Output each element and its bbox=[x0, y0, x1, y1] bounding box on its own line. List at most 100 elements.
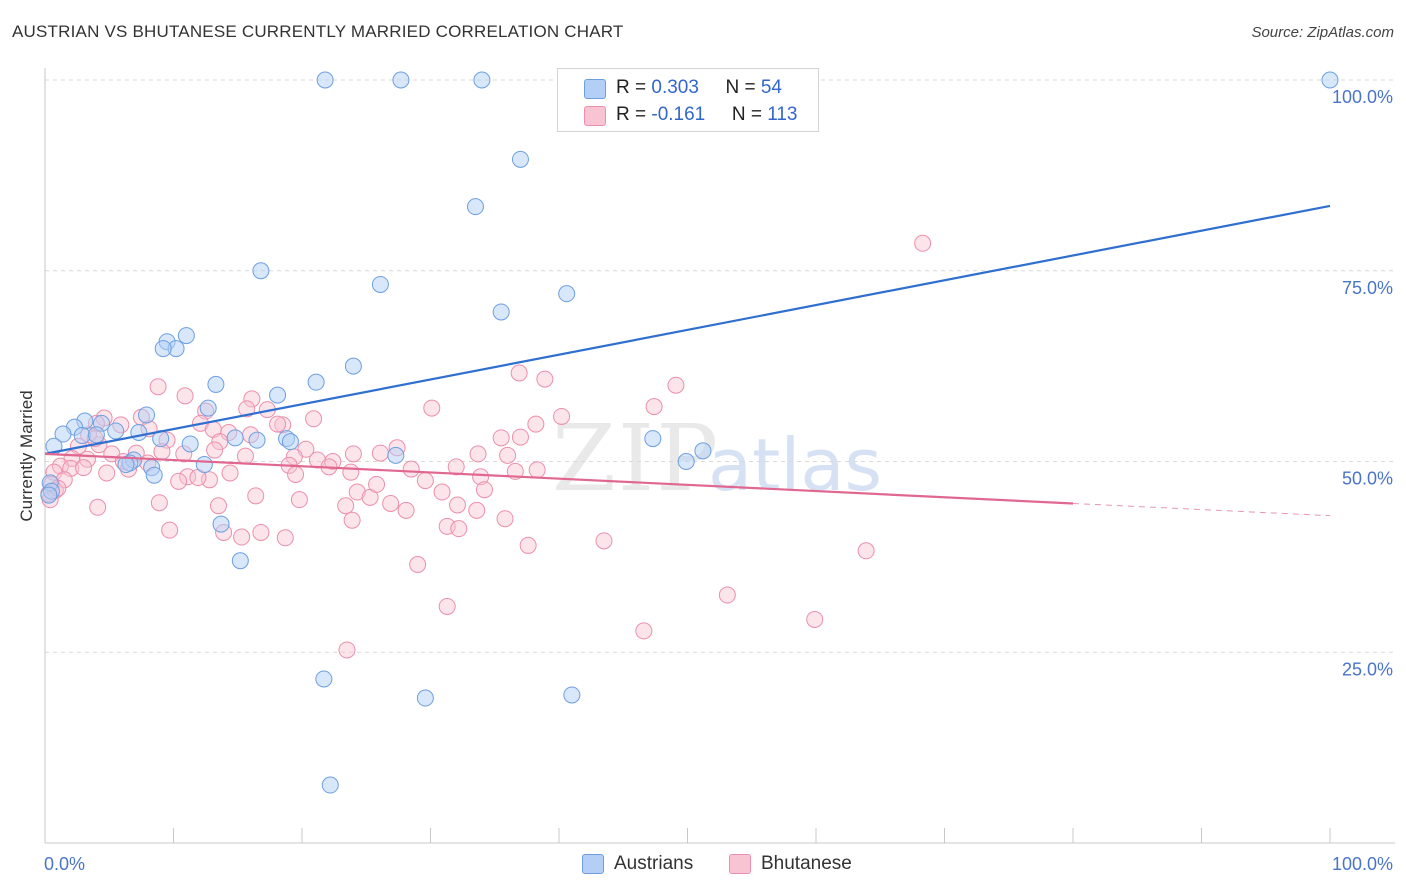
bhutanese-point bbox=[348, 483, 366, 501]
bhutanese-point bbox=[433, 483, 451, 501]
stats-legend: R = 0.303 N = 54 R = -0.161 N = 113 bbox=[557, 68, 819, 132]
austrians-point bbox=[371, 275, 389, 293]
austrians-point bbox=[145, 466, 163, 484]
bhutanese-point bbox=[337, 497, 355, 515]
austrians-point bbox=[677, 453, 695, 470]
austrians-legend-swatch bbox=[582, 854, 604, 874]
bhutanese-point bbox=[206, 441, 224, 459]
bhutanese-point bbox=[276, 529, 294, 547]
austrians-point bbox=[195, 456, 213, 474]
austrians-point bbox=[73, 427, 91, 445]
bhutanese-trend-line bbox=[44, 452, 1074, 505]
austrians-point bbox=[154, 340, 172, 358]
austrians-point bbox=[511, 150, 529, 168]
bhutanese-point bbox=[269, 415, 287, 433]
bhutanese-point bbox=[536, 370, 554, 388]
x-tick-label: 0.0% bbox=[44, 854, 85, 874]
bhutanese-point bbox=[448, 496, 466, 514]
austrians-point bbox=[87, 426, 105, 444]
austrians-point bbox=[473, 71, 491, 89]
n-value: 113 bbox=[767, 104, 798, 125]
bhutanese-point bbox=[397, 501, 415, 519]
austrians-points bbox=[40, 71, 1339, 794]
bhutanese-point bbox=[499, 446, 517, 464]
r-value: -0.161 bbox=[651, 104, 706, 125]
bhutanese-point bbox=[343, 511, 361, 529]
y-tick-label: 75.0% bbox=[1342, 278, 1393, 298]
bhutanese-point bbox=[371, 444, 389, 462]
austrians-point bbox=[181, 435, 199, 453]
bhutanese-point bbox=[89, 498, 107, 516]
bhutanese-point bbox=[528, 461, 546, 479]
bhutanese-point bbox=[209, 497, 227, 515]
austrians-point bbox=[207, 375, 225, 393]
bhutanese-point bbox=[290, 491, 308, 509]
austrians-point bbox=[1321, 71, 1339, 89]
austrians-point bbox=[558, 285, 576, 303]
bhutanese-legend-swatch bbox=[729, 854, 751, 874]
austrians-point bbox=[281, 433, 299, 451]
austrians-point bbox=[315, 670, 333, 688]
austrians-point bbox=[466, 198, 484, 216]
austrians-point bbox=[269, 386, 287, 404]
bhutanese-point bbox=[511, 428, 529, 446]
x-tick-label: 100.0% bbox=[1332, 854, 1393, 874]
austrians-point bbox=[212, 515, 230, 533]
bhutanese-point bbox=[472, 468, 490, 486]
n-label: N = bbox=[731, 104, 768, 125]
bhutanese-point bbox=[468, 501, 486, 519]
austrians-point bbox=[492, 303, 510, 321]
austrians-point bbox=[392, 71, 410, 89]
bhutanese-point bbox=[252, 523, 270, 541]
bhutanese-point bbox=[450, 520, 468, 538]
y-tick-label: 25.0% bbox=[1342, 659, 1393, 679]
austrians-point bbox=[177, 327, 195, 345]
austrians-legend-label: Austrians bbox=[614, 853, 694, 874]
austrians-point bbox=[248, 431, 266, 449]
bhutanese-point bbox=[553, 407, 571, 425]
source-label: Source: ZipAtlas.com bbox=[1251, 24, 1394, 41]
bhutanese-point bbox=[238, 400, 256, 418]
bhutanese-point bbox=[287, 465, 305, 483]
watermark-atlas: atlas bbox=[708, 423, 882, 507]
bhutanese-swatch bbox=[584, 106, 606, 126]
r-label: R = bbox=[616, 77, 652, 98]
austrians-point bbox=[40, 486, 58, 504]
bhutanese-point bbox=[170, 472, 188, 490]
trend-lines bbox=[44, 204, 1331, 517]
austrians-point bbox=[321, 776, 339, 794]
chart-title: AUSTRIAN VS BHUTANESE CURRENTLY MARRIED … bbox=[12, 22, 624, 41]
austrians-trend-line bbox=[44, 204, 1331, 455]
bhutanese-point bbox=[914, 234, 932, 252]
bhutanese-point bbox=[475, 481, 493, 499]
bhutanese-legend-label: Bhutanese bbox=[761, 853, 852, 874]
austrians-point bbox=[563, 686, 581, 704]
r-label: R = bbox=[616, 104, 652, 125]
bhutanese-point bbox=[409, 556, 427, 574]
bhutanese-point bbox=[368, 475, 386, 493]
bhutanese-point bbox=[492, 429, 510, 447]
bhutanese-point bbox=[149, 378, 167, 396]
austrians-point bbox=[307, 373, 325, 391]
bhutanese-point bbox=[382, 494, 400, 512]
bhutanese-point bbox=[510, 364, 528, 382]
austrians-point bbox=[316, 71, 334, 89]
bhutanese-point bbox=[469, 445, 487, 463]
watermark-zip: ZIP bbox=[552, 405, 720, 512]
x-tick-labels: 0.0% 100.0% bbox=[44, 854, 1393, 874]
bhutanese-point bbox=[645, 398, 663, 416]
gridlines bbox=[45, 79, 1395, 653]
austrians-point bbox=[416, 689, 434, 707]
bhutanese-point bbox=[51, 457, 69, 475]
bhutanese-point bbox=[342, 463, 360, 481]
bhutanese-point bbox=[221, 464, 239, 482]
austrians-swatch bbox=[584, 79, 606, 99]
bhutanese-point bbox=[527, 415, 545, 433]
bhutanese-trend-extension bbox=[1072, 502, 1331, 517]
series-legend: Austrians Bhutanese bbox=[0, 852, 1406, 878]
bhutanese-point bbox=[247, 487, 265, 505]
n-label: N = bbox=[725, 77, 761, 98]
austrians-point bbox=[138, 406, 156, 424]
austrians-point bbox=[644, 430, 662, 448]
